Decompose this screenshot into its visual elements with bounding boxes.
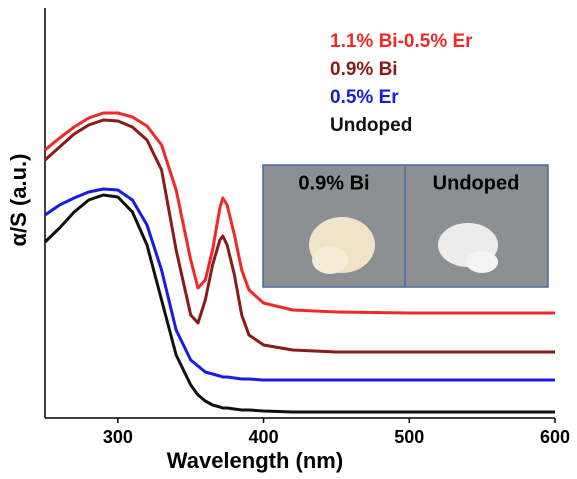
inset-label: Undoped [433, 172, 520, 194]
inset-photo: 0.9% Bi Undoped [263, 165, 548, 287]
inset-label: 0.9% Bi [298, 172, 369, 194]
x-tick-label: 500 [394, 427, 424, 447]
legend-label: 0.9% Bi [330, 59, 398, 80]
y-axis-title: α/S (a.u.) [6, 154, 31, 247]
chart: 0.9% Bi Undoped Wavelength (nm) α/S (a.u… [0, 0, 577, 479]
legend-label: Undoped [330, 115, 412, 136]
x-tick-label: 400 [249, 427, 279, 447]
legend-label: 0.5% Er [330, 87, 399, 108]
x-tick-label: 300 [103, 427, 133, 447]
powder-undoped [466, 251, 498, 273]
legend-label: 1.1% Bi-0.5% Er [330, 31, 473, 52]
x-tick-label: 600 [540, 427, 570, 447]
page: {"chart_data": {"type": "line", "xlabel"… [0, 0, 577, 479]
powder-bi [312, 246, 348, 274]
x-axis-title: Wavelength (nm) [167, 448, 343, 473]
